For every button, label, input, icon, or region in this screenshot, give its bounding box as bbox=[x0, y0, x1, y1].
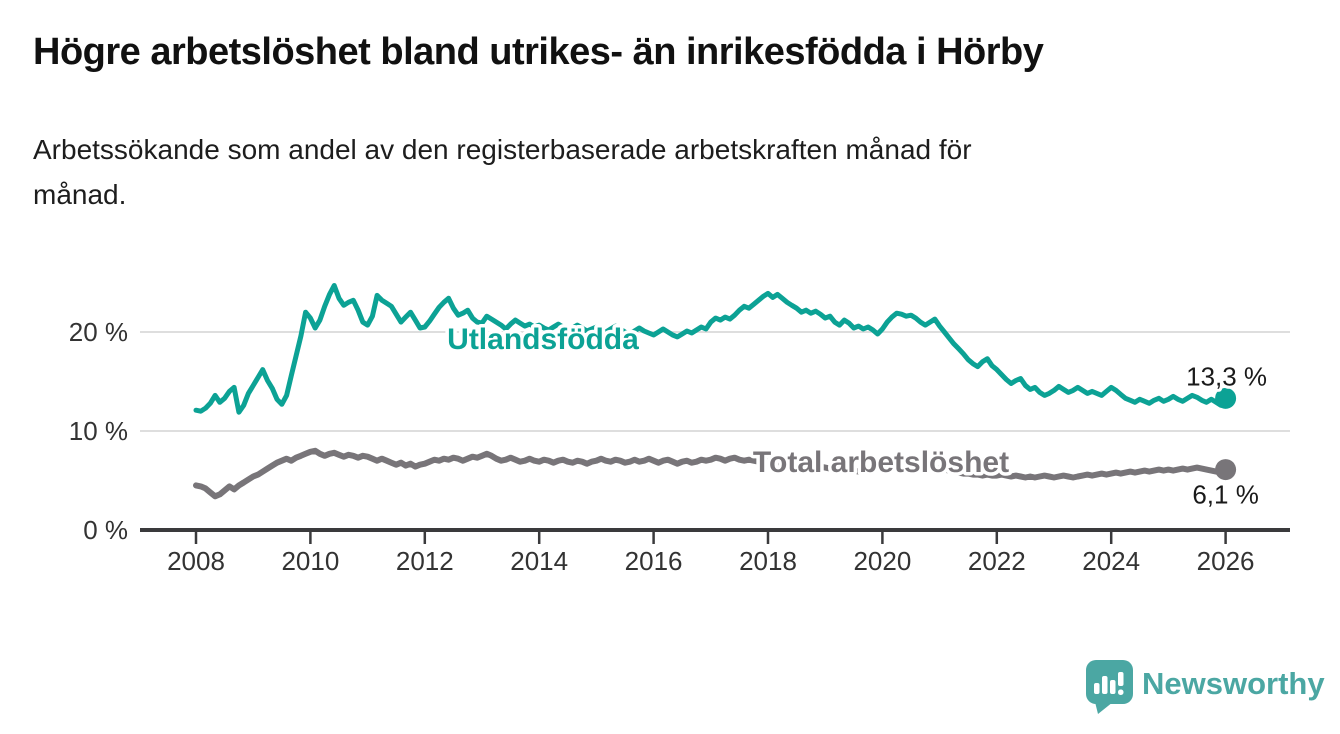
series-end-value-utlandsf-dda: 13,3 % bbox=[1186, 361, 1267, 391]
y-tick-label: 20 % bbox=[69, 317, 128, 347]
page-title: Högre arbetslöshet bland utrikes- än inr… bbox=[33, 31, 1044, 73]
series-end-dot-utlandsf-dda bbox=[1215, 387, 1237, 409]
x-tick-label: 2012 bbox=[396, 546, 454, 576]
x-tick-label: 2014 bbox=[510, 546, 568, 576]
x-tick-label: 2024 bbox=[1082, 546, 1140, 576]
series-end-dot-total-arbetsl-shet bbox=[1215, 459, 1237, 481]
series-label-total-arbetsl-shet: Total arbetslöshet bbox=[753, 446, 1009, 479]
brand-name: Newsworthy bbox=[1142, 666, 1325, 701]
x-tick-label: 2020 bbox=[853, 546, 911, 576]
x-tick-label: 2016 bbox=[625, 546, 683, 576]
x-tick-label: 2010 bbox=[281, 546, 339, 576]
y-tick-label: 10 % bbox=[69, 416, 128, 446]
newsworthy-logo[interactable]: Newsworthy bbox=[1080, 652, 1330, 722]
x-tick-label: 2018 bbox=[739, 546, 797, 576]
bar-chart-speech-bubble-icon bbox=[1086, 660, 1133, 714]
series-line-total-arbetsl-shet bbox=[193, 447, 1229, 500]
series-end-value-total-arbetsl-shet: 6,1 % bbox=[1192, 480, 1259, 510]
series-line-utlandsf-dda bbox=[193, 283, 1229, 415]
x-tick-label: 2022 bbox=[968, 546, 1026, 576]
chart-subtitle: Arbetssökande som andel av den registerb… bbox=[33, 134, 972, 210]
series-label-utlandsf-dda: Utlandsfödda bbox=[447, 323, 639, 356]
y-tick-label: 0 % bbox=[83, 515, 128, 545]
x-tick-label: 2008 bbox=[167, 546, 225, 576]
x-tick-label: 2026 bbox=[1197, 546, 1255, 576]
